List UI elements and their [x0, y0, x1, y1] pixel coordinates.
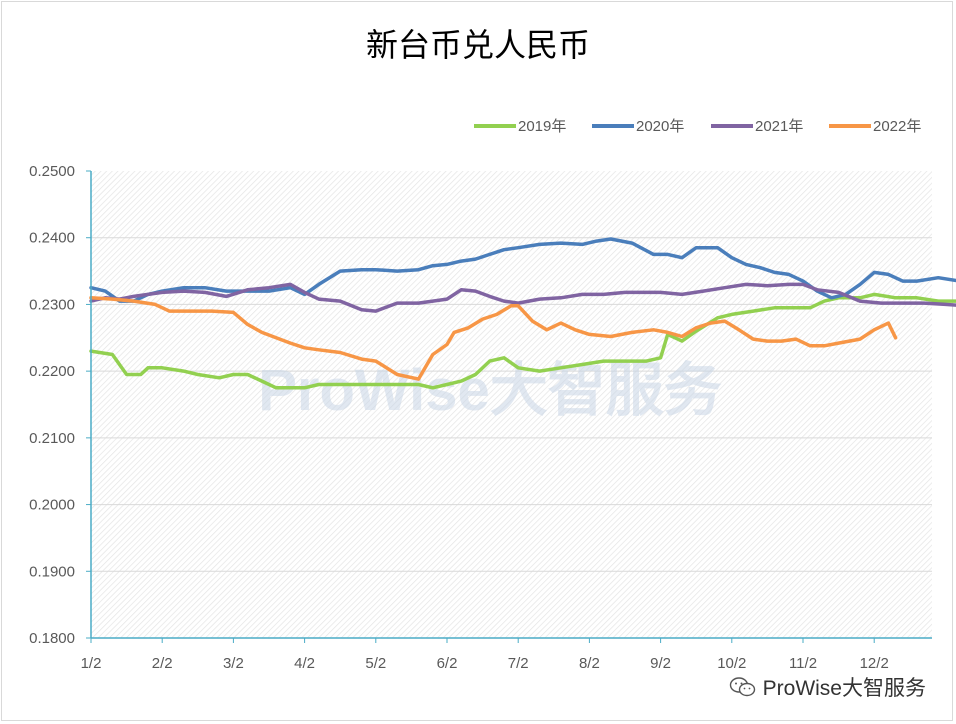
legend-label: 2019年	[518, 118, 566, 135]
x-tick-label: 9/2	[650, 655, 671, 672]
x-tick-label: 8/2	[579, 655, 600, 672]
y-axis-ticks: 0.2500 0.2400 0.2300 0.2200 0.2100 0.2000 0.19…	[29, 163, 91, 647]
x-tick-label: 7/2	[508, 655, 529, 672]
x-tick-label: 10/2	[717, 655, 746, 672]
y-tick-label: 0.2100	[29, 430, 75, 447]
watermark-text: ProWise大智服务	[258, 358, 722, 423]
series-line-3	[89, 296, 898, 381]
x-tick-label: 12/2	[860, 655, 889, 672]
legend-label: 2021年	[755, 118, 803, 135]
y-tick-label: 0.1800	[29, 630, 75, 647]
y-tick-label: 0.1900	[29, 563, 75, 580]
x-tick-label: 1/2	[81, 655, 102, 672]
legend: 2019年 2020年 2021年 2022年	[474, 118, 921, 135]
y-tick-label: 0.2000	[29, 497, 75, 514]
x-tick-label: 2/2	[152, 655, 173, 672]
chart-title: 新台币兑人民币	[365, 26, 590, 64]
series-lines	[89, 237, 956, 390]
footer-account-name: ProWise大智服务	[762, 677, 926, 700]
x-tick-label: 5/2	[365, 655, 386, 672]
footer-account: ProWise大智服务	[729, 672, 926, 702]
wechat-icon	[729, 677, 755, 697]
legend-label: 2020年	[636, 118, 684, 135]
series-line-2	[89, 282, 956, 313]
y-tick-label: 0.2500	[29, 163, 75, 180]
x-tick-label: 11/2	[789, 655, 817, 672]
x-tick-label: 3/2	[223, 655, 244, 672]
x-tick-label: 6/2	[437, 655, 458, 672]
y-tick-label: 0.2400	[29, 230, 75, 247]
x-axis-ticks: 1/2 2/2 3/2 4/2 5/2 6/2 7/2 8/2 9/2 10/2 11/2 12/2	[81, 638, 889, 672]
x-tick-label: 4/2	[294, 655, 315, 672]
legend-label: 2022年	[873, 118, 921, 135]
y-tick-label: 0.2300	[29, 296, 75, 313]
y-tick-label: 0.2200	[29, 363, 75, 380]
